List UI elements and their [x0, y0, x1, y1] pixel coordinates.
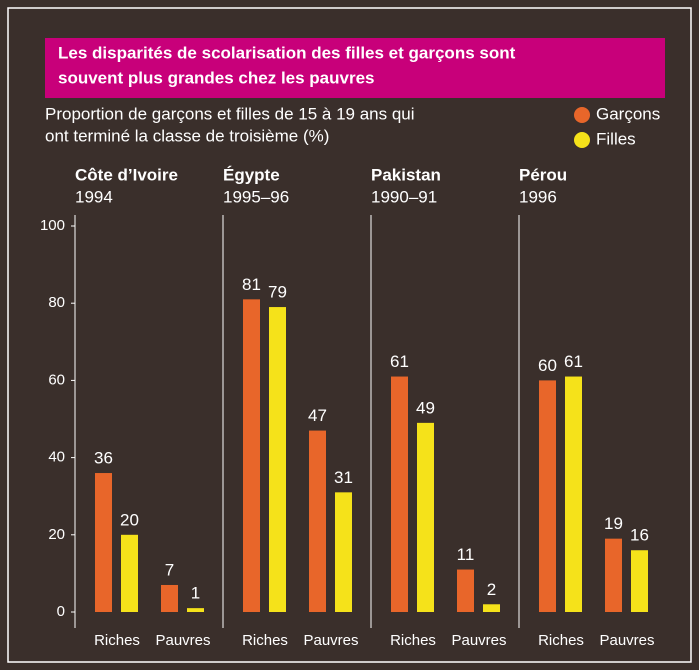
bar [391, 376, 408, 612]
bar [309, 430, 326, 612]
y-tick-label: 40 [48, 449, 65, 466]
value-label: 61 [390, 352, 409, 371]
bar [243, 299, 260, 612]
x-tick-label: Pauvres [599, 632, 654, 649]
bar [95, 473, 112, 612]
bar [483, 604, 500, 612]
bar [457, 569, 474, 612]
x-tick-label: Pauvres [155, 632, 210, 649]
panel-subtitle: 1996 [519, 187, 557, 206]
value-label: 2 [487, 580, 496, 599]
x-tick-label: Pauvres [451, 632, 506, 649]
y-tick-label: 0 [57, 603, 65, 620]
bar [631, 550, 648, 612]
value-label: 1 [191, 584, 200, 603]
y-tick-label: 100 [40, 217, 65, 234]
bar [187, 608, 204, 612]
value-label: 49 [416, 398, 435, 417]
chart-title: Les disparités de scolarisation des fill… [58, 43, 516, 62]
frame [7, 7, 692, 663]
bar [335, 492, 352, 612]
bar [539, 380, 556, 612]
legend-label: Filles [596, 129, 636, 148]
value-label: 79 [268, 283, 287, 302]
bar [161, 584, 178, 612]
legend-swatch [574, 132, 590, 148]
chart-title: souvent plus grandes chez les pauvres [58, 68, 375, 87]
x-tick-label: Riches [390, 632, 436, 649]
value-label: 16 [630, 526, 649, 545]
bar [269, 307, 286, 612]
panel-title: Côte d’Ivoire [75, 165, 178, 184]
bar [417, 422, 434, 612]
value-label: 20 [120, 510, 139, 529]
y-tick-label: 20 [48, 526, 65, 543]
x-tick-label: Riches [94, 632, 140, 649]
bar [605, 538, 622, 612]
panel-title: Égypte [223, 165, 280, 184]
x-tick-label: Riches [538, 632, 584, 649]
panel-subtitle: 1995–96 [223, 187, 289, 206]
y-tick-label: 60 [48, 371, 65, 388]
chart-subtitle: ont terminé la classe de troisième (%) [45, 126, 329, 145]
value-label: 31 [334, 468, 353, 487]
title-box [45, 38, 665, 98]
panel-title: Pakistan [371, 165, 441, 184]
legend-swatch [574, 107, 590, 123]
x-tick-label: Riches [242, 632, 288, 649]
legend-label: Garçons [596, 104, 660, 123]
value-label: 7 [165, 560, 174, 579]
y-tick-label: 80 [48, 294, 65, 311]
value-label: 81 [242, 275, 261, 294]
panel-title: Pérou [519, 165, 567, 184]
x-tick-label: Pauvres [303, 632, 358, 649]
bar [121, 534, 138, 612]
panel-subtitle: 1994 [75, 187, 113, 206]
value-label: 61 [564, 352, 583, 371]
value-label: 19 [604, 514, 623, 533]
chart-subtitle: Proportion de garçons et filles de 15 à … [45, 104, 415, 123]
value-label: 47 [308, 406, 327, 425]
value-label: 36 [94, 449, 113, 468]
value-label: 60 [538, 356, 557, 375]
panel-subtitle: 1990–91 [371, 187, 437, 206]
bar [565, 376, 582, 612]
value-label: 11 [457, 545, 475, 564]
